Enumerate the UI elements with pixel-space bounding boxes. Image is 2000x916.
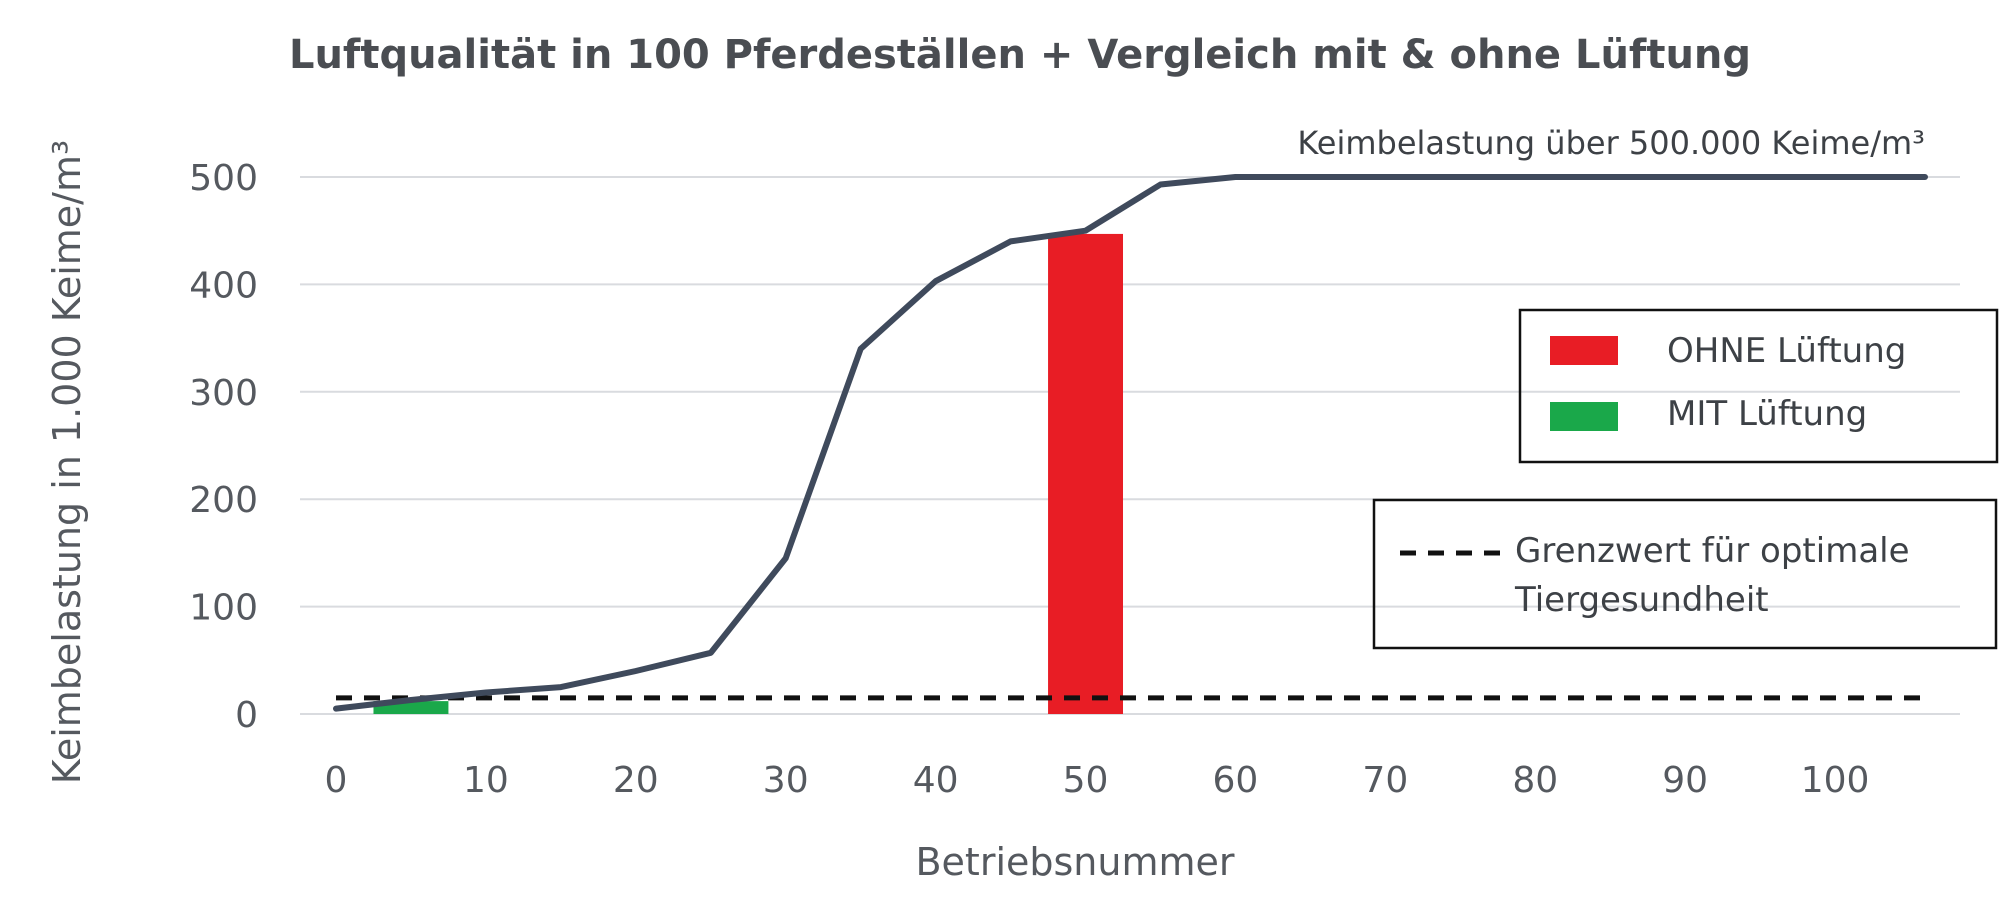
y-tick-0: 0 — [235, 695, 258, 736]
x-tick-10: 10 — [463, 760, 509, 801]
y-tick-labels: 0 100 200 300 400 500 — [189, 158, 258, 736]
y-tick-100: 100 — [189, 588, 258, 629]
x-axis-label: Betriebsnummer — [915, 840, 1234, 884]
legend-label-mit: MIT Lüftung — [1667, 394, 1867, 434]
x-tick-70: 70 — [1362, 760, 1408, 801]
x-tick-30: 30 — [763, 760, 809, 801]
x-tick-60: 60 — [1213, 760, 1259, 801]
x-tick-labels: 0 10 20 30 40 50 60 70 80 90 100 — [325, 760, 1870, 801]
legend-box — [1518, 308, 1999, 464]
x-tick-50: 50 — [1063, 760, 1109, 801]
y-tick-500: 500 — [189, 158, 258, 199]
x-tick-90: 90 — [1662, 760, 1708, 801]
legend-threshold: Grenzwert für optimale Tiergesundheit — [1372, 498, 1998, 650]
legend-label-ohne: OHNE Lüftung — [1667, 331, 1906, 371]
curve-group — [333, 174, 1928, 712]
x-tick-40: 40 — [913, 760, 959, 801]
legend-bars: OHNE Lüftung MIT Lüftung — [1518, 308, 1999, 464]
x-tick-100: 100 — [1801, 760, 1870, 801]
legend-swatch-ohne — [1550, 336, 1618, 365]
bar-ohne-l-ftung — [1048, 233, 1124, 714]
y-tick-400: 400 — [189, 265, 258, 306]
x-tick-0: 0 — [325, 760, 348, 801]
legend-threshold-line2: Tiergesundheit — [1514, 580, 1769, 620]
grid-lines — [300, 176, 1960, 715]
annotation-above-500k: Keimbelastung über 500.000 Keime/m³ — [1297, 124, 1925, 162]
y-axis-label: Keimbelastung in 1.000 Keime/m³ — [45, 140, 89, 784]
x-tick-80: 80 — [1512, 760, 1558, 801]
y-tick-200: 200 — [189, 480, 258, 521]
legend-swatch-mit — [1550, 402, 1618, 431]
chart-title: Luftqualität in 100 Pferdeställen + Verg… — [289, 32, 1751, 78]
contamination-curve — [333, 174, 1928, 712]
x-tick-20: 20 — [613, 760, 659, 801]
legend-threshold-line1: Grenzwert für optimale — [1515, 531, 1910, 571]
y-tick-300: 300 — [189, 373, 258, 414]
bars — [373, 233, 1124, 714]
legend-threshold-box — [1372, 498, 1998, 650]
